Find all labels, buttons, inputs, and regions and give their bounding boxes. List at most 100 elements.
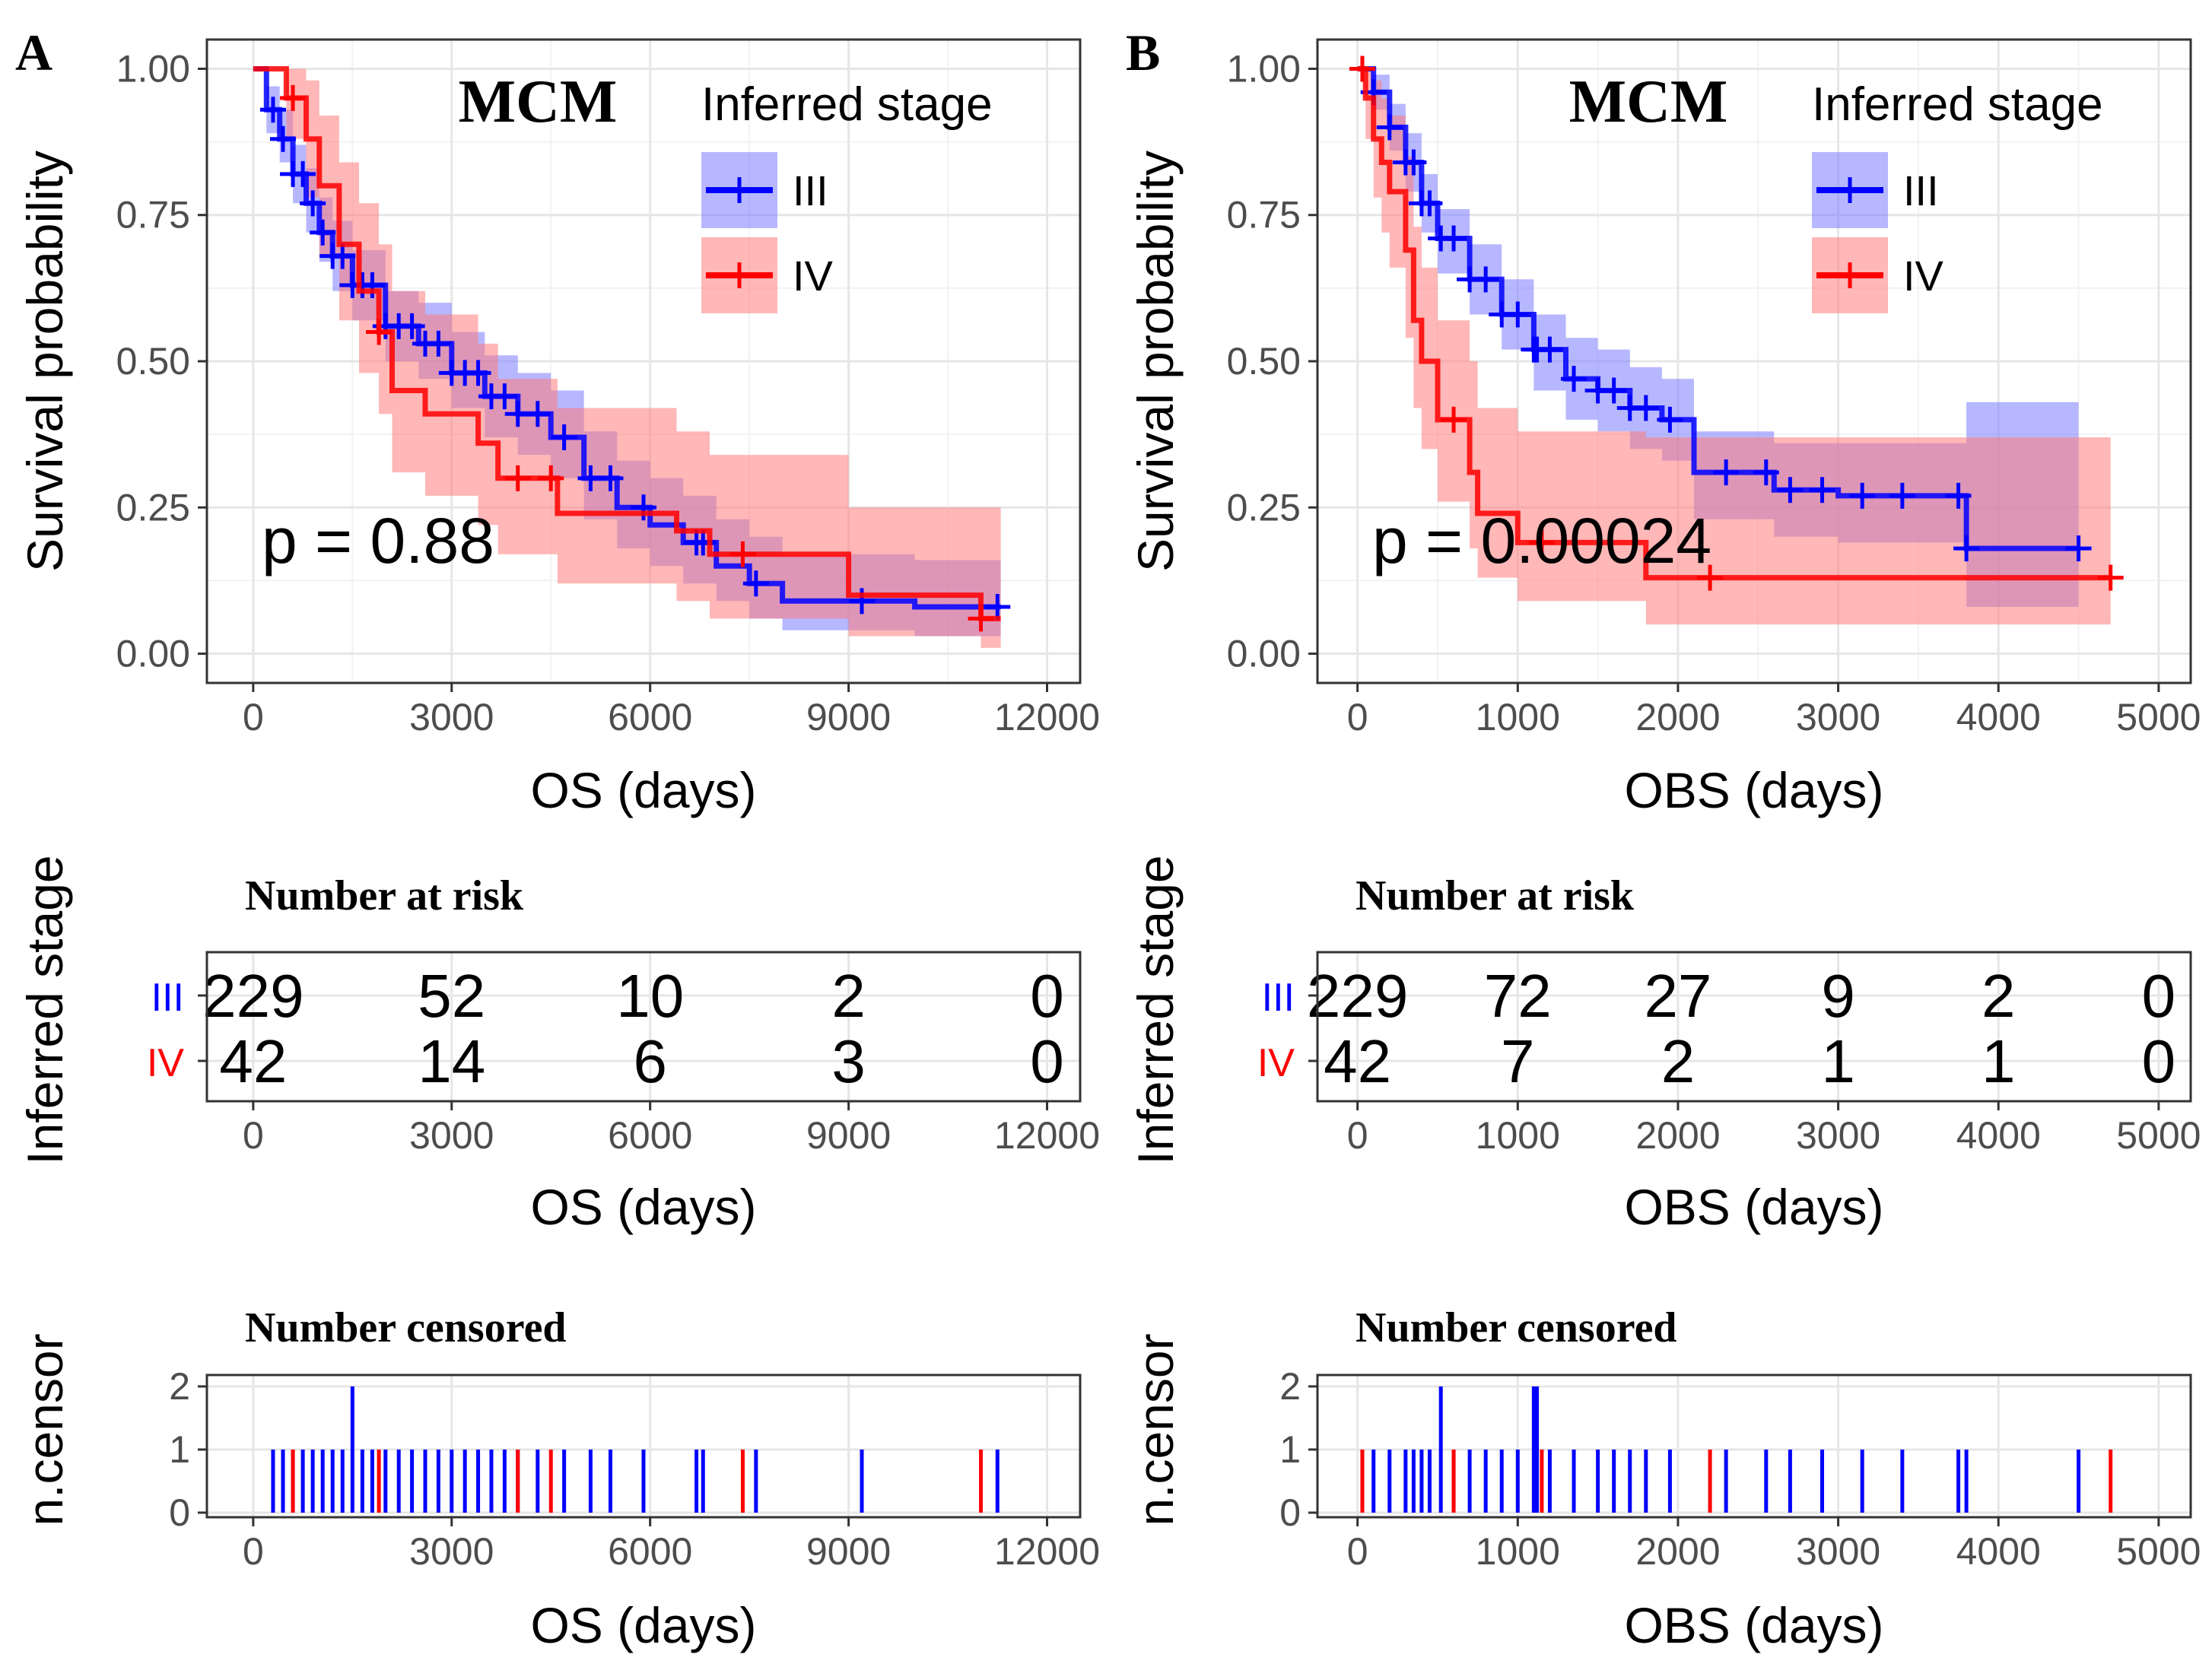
censor-mark-iii — [259, 97, 286, 123]
censor-x-tick-label: 0 — [243, 1530, 264, 1573]
risk-x-tick-label: 5000 — [2116, 1114, 2201, 1157]
censor-border — [1316, 1373, 2192, 1519]
censor-mark-iii — [300, 190, 326, 217]
censor-mark-iii — [1505, 301, 1531, 328]
risk-x-tick-label: 12000 — [994, 1114, 1100, 1157]
risk-count: 2 — [831, 962, 866, 1030]
censor-mark-iii — [984, 594, 1011, 621]
risk-row-label: IV — [147, 1041, 184, 1085]
censor-mark-iii — [1945, 482, 1972, 509]
risk-count: 10 — [616, 962, 684, 1030]
y-tick-label: 1.00 — [1227, 47, 1301, 90]
survival-curve-iv — [1357, 66, 2111, 581]
censor-mark-iv — [504, 465, 531, 491]
censor-mark-iii — [631, 494, 656, 521]
censor-mark-iv — [1697, 564, 1724, 591]
risk-x-tick-label: 3000 — [1796, 1114, 1880, 1157]
censor-mark-iii — [742, 570, 769, 597]
risk-border — [205, 951, 1082, 1103]
censor-mark-iv — [729, 541, 756, 567]
censor-x-tick-label: 3000 — [409, 1530, 494, 1573]
x-tick-label: 6000 — [608, 696, 692, 738]
risk-border — [1316, 951, 2192, 1103]
risk-count: 3 — [831, 1027, 866, 1095]
censor-mark-iii — [1537, 336, 1563, 363]
censor-x-axis-title: OS (days) — [530, 1597, 756, 1653]
censor-mark-iii — [849, 588, 875, 614]
y-tick-label: 0.50 — [116, 340, 190, 383]
y-tick-label: 0.00 — [116, 633, 190, 675]
risk-count: 0 — [1030, 962, 1064, 1030]
censor-mark-iii — [524, 401, 551, 427]
legend-label: IV — [1903, 252, 1944, 300]
survival-plot: 0 3000 6000 9000 12000 0.00 0.25 0.50 0.75 1.00 MC… — [17, 38, 1100, 818]
risk-count: 229 — [1307, 962, 1408, 1030]
x-tick-label: 9000 — [806, 696, 891, 738]
legend-label: III — [793, 167, 828, 214]
risk-count: 6 — [633, 1027, 667, 1095]
x-tick-label: 4000 — [1956, 696, 2041, 738]
censor-mark-iii — [310, 219, 336, 246]
risk-x-tick-label: 4000 — [1956, 1114, 2041, 1157]
risk-row-label: III — [151, 976, 184, 1020]
risk-count: 27 — [1644, 962, 1711, 1030]
x-axis-title: OS (days) — [530, 762, 756, 818]
y-tick-label: 1.00 — [116, 47, 190, 90]
risk-x-axis-title: OS (days) — [530, 1179, 756, 1235]
x-tick-label: 0 — [243, 696, 264, 738]
censor-plot: Number censored 0 1 2 0 1000 2000 3000 4000 5000 O… — [1127, 1304, 2201, 1653]
censor-mark-iii — [1753, 459, 1779, 486]
censor-x-tick-label: 3000 — [1796, 1530, 1880, 1573]
censor-mark-iii — [270, 125, 297, 152]
censor-mark-iv — [280, 84, 307, 111]
censor-mark-iii — [359, 272, 386, 299]
risk-x-axis-title: OBS (days) — [1624, 1179, 1883, 1235]
censor-y-tick-label: 2 — [1279, 1365, 1301, 1408]
censor-mark-iii — [491, 383, 518, 410]
censor-x-tick-label: 2000 — [1635, 1530, 1720, 1573]
censor-y-tick-label: 1 — [1279, 1428, 1301, 1471]
risk-y-axis-title: Inferred stage — [17, 855, 73, 1164]
censor-y-tick-label: 1 — [169, 1428, 190, 1471]
legend: Inferred stage III IV — [1812, 78, 2103, 313]
risk-table-title: Number at risk — [245, 872, 524, 919]
censor-x-tick-label: 6000 — [608, 1530, 692, 1573]
risk-count: 2 — [1661, 1027, 1696, 1095]
risk-count: 0 — [2142, 1027, 2176, 1095]
x-tick-label: 5000 — [2116, 696, 2201, 738]
censor-mark-iii — [597, 465, 624, 491]
censor-mark-iii — [1561, 366, 1587, 392]
risk-count: 1 — [1982, 1027, 2016, 1095]
censor-mark-iii — [1600, 377, 1627, 404]
censor-mark-iii — [1632, 395, 1659, 421]
censor-mark-iii — [1400, 149, 1427, 176]
risk-count: 0 — [2142, 962, 2176, 1030]
censor-mark-iii — [1713, 459, 1740, 486]
y-axis-title: Survival probability — [17, 151, 73, 572]
x-tick-label: 1000 — [1476, 696, 1560, 738]
panel-letter: B — [1126, 24, 1160, 81]
censor-mark-iv — [1441, 406, 1467, 433]
risk-count: 7 — [1501, 1027, 1535, 1095]
censor-x-tick-label: 4000 — [1956, 1530, 2041, 1573]
risk-count: 1 — [1821, 1027, 1855, 1095]
censor-mark-iii — [329, 243, 356, 269]
censor-x-tick-label: 9000 — [806, 1530, 891, 1573]
legend-title: Inferred stage — [701, 78, 993, 131]
censor-mark-iii — [1889, 482, 1915, 509]
x-axis-title: OBS (days) — [1624, 762, 1883, 818]
y-tick-label: 0.75 — [116, 194, 190, 237]
legend: Inferred stage III IV — [701, 78, 993, 313]
risk-y-axis-title: Inferred stage — [1127, 855, 1184, 1164]
risk-x-tick-label: 9000 — [806, 1114, 891, 1157]
legend-label: IV — [793, 252, 834, 300]
censor-mark-iii — [551, 424, 577, 450]
x-tick-label: 2000 — [1635, 696, 1720, 738]
panel-letter: A — [15, 24, 52, 81]
legend-label: III — [1903, 167, 1939, 214]
risk-background — [207, 952, 1080, 1101]
censor-y-tick-label: 0 — [169, 1491, 190, 1534]
